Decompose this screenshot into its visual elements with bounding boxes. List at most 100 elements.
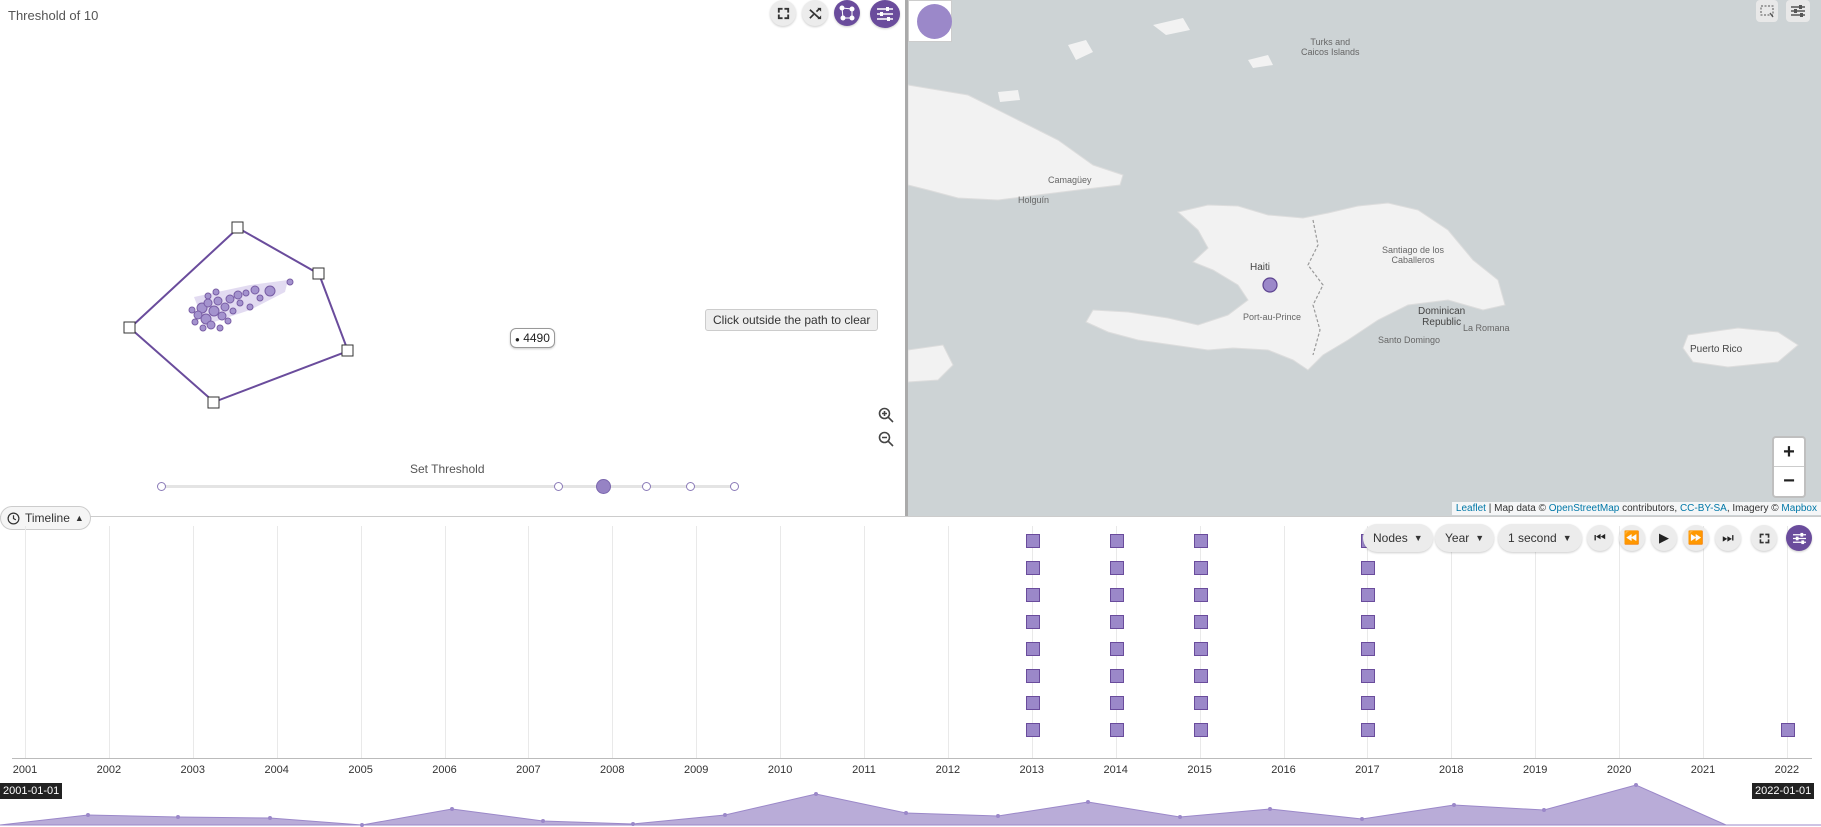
- map-canvas[interactable]: [908, 0, 1821, 517]
- timeline-gridline: [612, 526, 614, 758]
- leaflet-link[interactable]: Leaflet: [1455, 503, 1486, 514]
- threshold-title: Threshold of 10: [8, 8, 99, 23]
- fullscreen-icon[interactable]: [770, 0, 796, 26]
- timeline-event-square[interactable]: [1109, 561, 1124, 575]
- mode-select[interactable]: Nodes ▼: [1363, 524, 1433, 552]
- threshold-slider-step[interactable]: [554, 482, 563, 491]
- lasso-handle[interactable]: [312, 267, 325, 280]
- timeline-event-square[interactable]: [1193, 696, 1208, 710]
- timeline-event-square[interactable]: [1025, 669, 1040, 683]
- lasso-handle[interactable]: [123, 321, 136, 334]
- timeline-event-square[interactable]: [1109, 696, 1124, 710]
- map-legend: [908, 0, 952, 42]
- timeline-event-square[interactable]: [1109, 615, 1124, 629]
- threshold-slider-track[interactable]: [160, 485, 735, 488]
- timeline-event-square[interactable]: [1025, 534, 1040, 548]
- timeline-gridline: [192, 526, 194, 758]
- timeline-settings-button[interactable]: [1786, 525, 1812, 551]
- osm-link[interactable]: OpenStreetMap: [1548, 503, 1620, 514]
- node-dot-icon: ●: [515, 335, 520, 344]
- year-label: 2021: [1690, 764, 1716, 776]
- threshold-slider-step[interactable]: [157, 482, 166, 491]
- map-label-turks-line2: Caicos Islands: [1301, 47, 1360, 57]
- lasso-handle[interactable]: [341, 344, 354, 357]
- timeline-event-square[interactable]: [1025, 615, 1040, 629]
- year-label: 2006: [432, 764, 457, 776]
- mode-select-value: Nodes: [1373, 531, 1408, 545]
- timeline-event-square[interactable]: [1361, 588, 1376, 602]
- threshold-slider-step[interactable]: [730, 482, 739, 491]
- year-label: 2012: [935, 764, 961, 776]
- timeline-event-square[interactable]: [1361, 561, 1376, 575]
- graph-panel[interactable]: Threshold of 10 ● 4490: [0, 0, 905, 515]
- ccbysa-link[interactable]: CC-BY-SA: [1679, 503, 1727, 514]
- timeline-event-square[interactable]: [1025, 696, 1040, 710]
- timeline-event-square[interactable]: [1109, 642, 1124, 656]
- lasso-handle[interactable]: [231, 221, 244, 234]
- skip-start-button[interactable]: ⏮: [1587, 525, 1613, 551]
- timeline-overview[interactable]: [0, 780, 1821, 827]
- attribution-text: | Map data ©: [1485, 503, 1549, 514]
- rewind-button[interactable]: ⏪: [1619, 525, 1645, 551]
- threshold-slider-step[interactable]: [686, 482, 695, 491]
- speed-select[interactable]: 1 second ▼: [1498, 524, 1582, 552]
- lasso-path[interactable]: [128, 226, 350, 404]
- timeline-event-square[interactable]: [1025, 561, 1040, 575]
- timeline-panel[interactable]: [0, 517, 1821, 827]
- mapbox-link[interactable]: Mapbox: [1781, 503, 1817, 514]
- timeline-event-square[interactable]: [1193, 615, 1208, 629]
- map-settings-icon[interactable]: [1786, 0, 1810, 22]
- timeline-gridline: [780, 526, 782, 758]
- timeline-event-square[interactable]: [1361, 642, 1376, 656]
- zoom-out-icon[interactable]: [875, 428, 897, 450]
- timeline-event-square[interactable]: [1193, 642, 1208, 656]
- timeline-event-square[interactable]: [1109, 723, 1124, 737]
- zoom-in-icon[interactable]: [875, 404, 897, 426]
- node-cluster[interactable]: [188, 278, 294, 332]
- sliders-icon[interactable]: [870, 0, 900, 28]
- map-zoom-out-button[interactable]: −: [1783, 469, 1795, 492]
- play-button[interactable]: ▶: [1651, 525, 1677, 551]
- timeline-event-square[interactable]: [1361, 723, 1376, 737]
- timeline-event-square[interactable]: [1025, 588, 1040, 602]
- timeline-event-square[interactable]: [1193, 534, 1208, 548]
- shuffle-icon[interactable]: [802, 0, 828, 26]
- timeline-event-square[interactable]: [1193, 588, 1208, 602]
- timeline-event-square[interactable]: [1025, 723, 1040, 737]
- timeline-divider: [0, 516, 1821, 517]
- timeline-toggle-button[interactable]: Timeline ▲: [0, 506, 91, 530]
- timeline-event-square[interactable]: [1361, 615, 1376, 629]
- timeline-gridline: [1703, 526, 1704, 758]
- timeline-event-square[interactable]: [1025, 642, 1040, 656]
- map-node-marker[interactable]: [1262, 277, 1278, 293]
- timeline-event-square[interactable]: [1361, 669, 1376, 683]
- timeline-event-square[interactable]: [1109, 669, 1124, 683]
- map-label-puerto-rico: Puerto Rico: [1690, 344, 1743, 355]
- timeline-event-square[interactable]: [1193, 561, 1208, 575]
- range-end-label[interactable]: 2022-01-01: [1752, 783, 1815, 799]
- lasso-handle[interactable]: [207, 396, 220, 409]
- clock-icon: [7, 512, 20, 524]
- timeline-event-square[interactable]: [1780, 723, 1795, 737]
- fast-forward-button[interactable]: ⏩: [1683, 525, 1709, 551]
- network-icon[interactable]: [834, 0, 860, 26]
- chevron-down-icon: ▼: [1475, 533, 1485, 543]
- lasso-select-icon[interactable]: [1756, 0, 1778, 22]
- panel-divider[interactable]: [905, 0, 908, 517]
- timeline-event-square[interactable]: [1109, 534, 1124, 548]
- map-panel[interactable]: Turks and Caicos Islands Camagüey Holguí…: [908, 0, 1821, 517]
- unit-select[interactable]: Year ▼: [1435, 524, 1495, 552]
- timeline-event-square[interactable]: [1193, 669, 1208, 683]
- map-label-dominican-republic: Dominican Republic: [1418, 306, 1465, 328]
- skip-end-button[interactable]: ⏭: [1715, 525, 1741, 551]
- timeline-event-square[interactable]: [1361, 696, 1376, 710]
- timeline-fullscreen-button[interactable]: [1751, 525, 1777, 551]
- timeline-event-square[interactable]: [1193, 723, 1208, 737]
- threshold-slider-step[interactable]: [642, 482, 651, 491]
- threshold-slider-thumb[interactable]: [596, 479, 611, 494]
- map-zoom-in-button[interactable]: +: [1774, 438, 1804, 467]
- timeline-event-square[interactable]: [1109, 588, 1124, 602]
- map-label-dominican-line2: Republic: [1422, 317, 1462, 328]
- graph-canvas[interactable]: [110, 215, 370, 415]
- range-start-label[interactable]: 2001-01-01: [0, 783, 63, 799]
